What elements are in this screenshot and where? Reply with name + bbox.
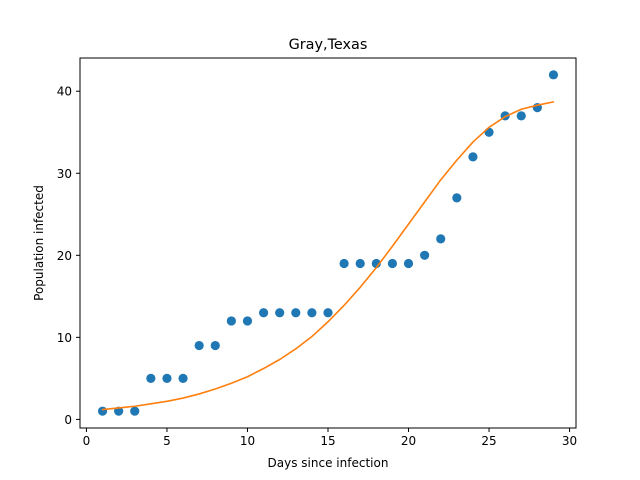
data-point [194, 340, 204, 351]
data-point [97, 406, 108, 416]
data-point [548, 70, 559, 80]
data-point [307, 308, 317, 318]
x-tick-label: 5 [163, 434, 171, 448]
data-point [484, 127, 494, 137]
plot-frame [79, 57, 577, 429]
x-tick-label: 20 [401, 434, 416, 448]
data-point [436, 234, 446, 244]
x-tick-label: 25 [481, 434, 496, 448]
y-tick-label: 30 [57, 167, 72, 181]
y-tick-label: 20 [57, 249, 72, 263]
data-point [468, 152, 478, 162]
data-point [146, 373, 156, 383]
data-point [291, 308, 301, 318]
data-point [420, 250, 430, 260]
data-point [178, 373, 188, 383]
data-point [242, 316, 253, 326]
plot-area [80, 58, 576, 428]
data-point [355, 258, 365, 269]
y-tick-label: 10 [57, 331, 72, 345]
y-axis-label: Population infected [32, 185, 46, 301]
ticks-layer: 0 5 10 15 20 25 30 0 10 20 30 40 [57, 85, 577, 448]
data-layer [97, 70, 559, 416]
data-point [339, 258, 349, 269]
x-axis-label: Days since infection [268, 456, 389, 470]
data-point [275, 308, 285, 318]
data-point [210, 340, 220, 351]
y-tick-label: 0 [64, 413, 72, 427]
x-tick-label: 15 [320, 434, 335, 448]
data-point [323, 308, 333, 318]
data-point [516, 111, 526, 121]
data-point [162, 373, 172, 383]
x-tick-label: 10 [240, 434, 255, 448]
data-point [403, 258, 414, 269]
data-point [130, 406, 140, 416]
x-tick-label: 30 [562, 434, 577, 448]
data-point [387, 258, 398, 269]
data-point [452, 193, 462, 203]
x-tick-label: 0 [83, 434, 91, 448]
y-tick-label: 40 [57, 85, 72, 99]
data-point [226, 316, 236, 326]
chart-title: Gray,Texas [289, 37, 368, 53]
data-point [258, 308, 269, 318]
fit-curve-line [101, 101, 555, 411]
